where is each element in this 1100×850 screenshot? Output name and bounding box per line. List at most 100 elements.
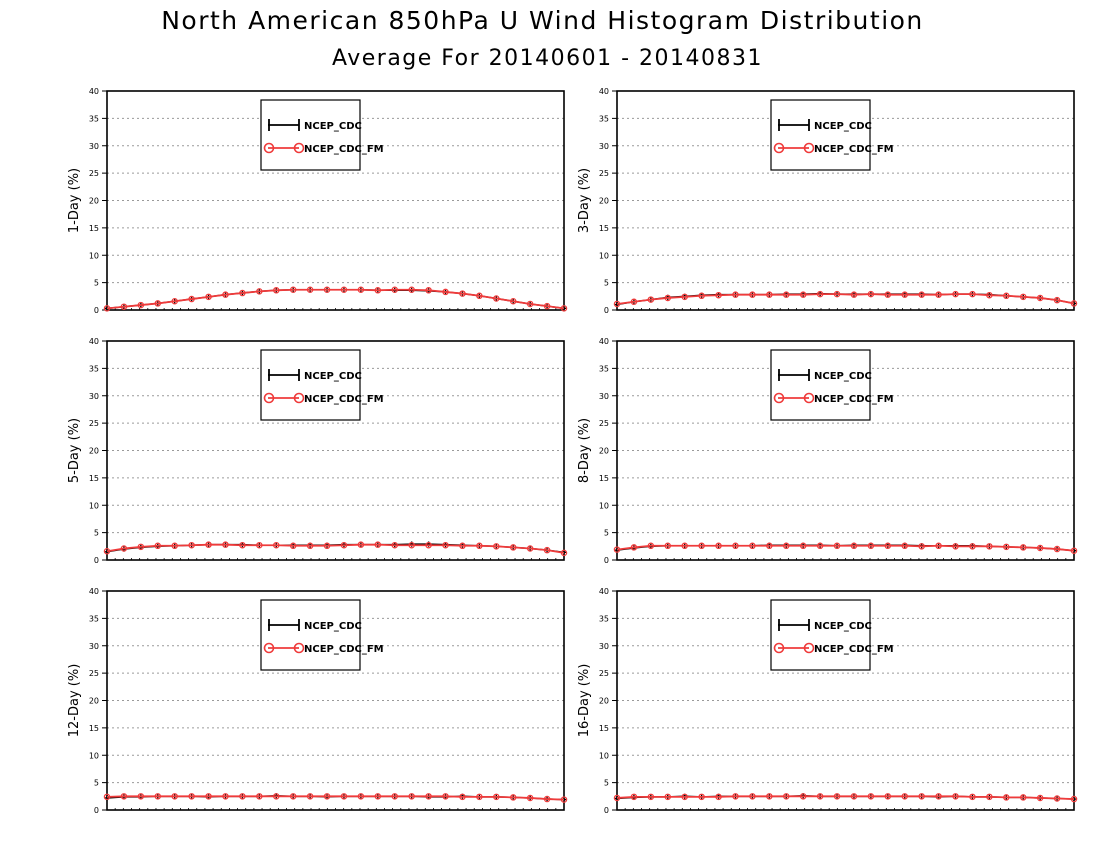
point-circle bbox=[884, 793, 892, 800]
point-circle bbox=[749, 793, 756, 800]
point-circle bbox=[833, 290, 841, 298]
legend-entry: NCEP_CDC bbox=[304, 371, 362, 382]
y-tick-label: 15 bbox=[89, 724, 99, 733]
legend-swatch-circle bbox=[803, 142, 815, 154]
series-ncep-cdc-fm bbox=[103, 541, 568, 557]
y-tick-label: 20 bbox=[599, 697, 609, 706]
point-circle bbox=[1036, 294, 1044, 302]
point-circle bbox=[137, 793, 145, 800]
point-circle bbox=[323, 793, 331, 800]
y-tick-label: 0 bbox=[94, 556, 99, 565]
series-line bbox=[106, 543, 565, 554]
y-tick-label: 35 bbox=[599, 114, 609, 123]
y-tick-label: 30 bbox=[599, 142, 609, 151]
point-circle bbox=[681, 793, 688, 801]
point-circle bbox=[833, 542, 841, 550]
point-circle bbox=[935, 291, 942, 298]
y-tick-label: 20 bbox=[89, 447, 99, 456]
point-circle bbox=[1019, 293, 1027, 301]
y-tick-label: 15 bbox=[599, 724, 609, 733]
point-circle bbox=[509, 297, 517, 305]
point-circle bbox=[526, 794, 534, 802]
point-circle bbox=[867, 290, 875, 298]
point-circle bbox=[509, 794, 517, 801]
series-line bbox=[616, 544, 1075, 552]
point-circle bbox=[783, 793, 790, 800]
y-tick-label: 40 bbox=[89, 87, 99, 96]
point-circle bbox=[459, 290, 466, 297]
point-circle bbox=[543, 795, 551, 803]
point-circle bbox=[1053, 296, 1061, 304]
point-circle bbox=[816, 542, 824, 550]
point-circle bbox=[986, 291, 993, 299]
y-tick-label: 30 bbox=[89, 392, 99, 401]
y-tick-label: 5 bbox=[94, 529, 99, 538]
point-circle bbox=[493, 295, 500, 302]
y-tick-label: 25 bbox=[89, 419, 99, 428]
legend-entry: NCEP_CDC_FM bbox=[304, 394, 384, 405]
point-circle bbox=[543, 546, 551, 554]
point-circle bbox=[442, 793, 449, 800]
y-tick-label: 5 bbox=[94, 279, 99, 288]
point-circle bbox=[901, 291, 908, 298]
point-circle bbox=[664, 294, 672, 302]
series-ncep-cdc-fm bbox=[613, 793, 1078, 803]
legend-swatch-plus bbox=[268, 369, 300, 381]
y-tick-label: 40 bbox=[89, 337, 99, 346]
legend: NCEP_CDC NCEP_CDC_FM bbox=[260, 99, 384, 171]
point-circle bbox=[986, 793, 993, 801]
legend-box bbox=[770, 349, 871, 421]
point-circle bbox=[374, 287, 382, 294]
y-tick-label: 5 bbox=[604, 279, 609, 288]
point-circle bbox=[1070, 547, 1078, 554]
y-tick-label: 10 bbox=[89, 501, 99, 510]
point-circle bbox=[560, 796, 568, 803]
point-circle bbox=[1070, 795, 1078, 803]
y-tick-label: 5 bbox=[604, 529, 609, 538]
legend: NCEP_CDC NCEP_CDC_FM bbox=[260, 599, 384, 671]
y-tick-label: 20 bbox=[89, 697, 99, 706]
point-circle bbox=[766, 291, 773, 298]
y-tick-label: 0 bbox=[604, 306, 609, 315]
y-tick-label: 25 bbox=[89, 669, 99, 678]
y-tick-label: 25 bbox=[599, 669, 609, 678]
point-circle bbox=[408, 286, 415, 293]
point-circle bbox=[1019, 794, 1027, 801]
point-circle bbox=[613, 300, 621, 308]
y-tick-label: 40 bbox=[599, 587, 609, 596]
point-circle bbox=[630, 544, 638, 551]
point-circle bbox=[493, 543, 500, 550]
point-circle bbox=[476, 793, 483, 801]
series-line bbox=[616, 293, 1075, 305]
point-circle bbox=[969, 543, 976, 550]
point-circle bbox=[664, 793, 672, 801]
point-circle bbox=[256, 288, 263, 295]
point-circle bbox=[222, 793, 229, 800]
point-circle bbox=[749, 542, 756, 550]
point-circle bbox=[681, 542, 688, 550]
legend-entry: NCEP_CDC_FM bbox=[304, 644, 384, 655]
y-tick-label: 10 bbox=[89, 751, 99, 760]
legend: NCEP_CDC NCEP_CDC_FM bbox=[770, 349, 894, 421]
point-circle bbox=[222, 541, 229, 548]
point-circle bbox=[867, 793, 875, 800]
y-axis-label: 16-Day (%) bbox=[577, 664, 592, 738]
legend-entry: NCEP_CDC bbox=[814, 371, 872, 382]
legend-swatch-circle bbox=[803, 392, 815, 404]
legend-entry: NCEP_CDC bbox=[304, 121, 362, 132]
legend-swatch-circle bbox=[803, 642, 815, 654]
point-circle bbox=[732, 542, 739, 550]
point-circle bbox=[901, 793, 908, 800]
point-circle bbox=[1003, 292, 1010, 300]
point-circle bbox=[630, 793, 638, 801]
y-axis-label: 12-Day (%) bbox=[67, 664, 82, 738]
series-ncep-cdc-fm bbox=[103, 793, 568, 803]
point-circle bbox=[408, 793, 415, 800]
point-circle bbox=[986, 543, 993, 550]
point-circle bbox=[188, 793, 195, 800]
point-circle bbox=[783, 291, 790, 298]
legend: NCEP_CDC NCEP_CDC_FM bbox=[770, 599, 894, 671]
point-circle bbox=[783, 542, 790, 550]
y-tick-label: 30 bbox=[599, 392, 609, 401]
